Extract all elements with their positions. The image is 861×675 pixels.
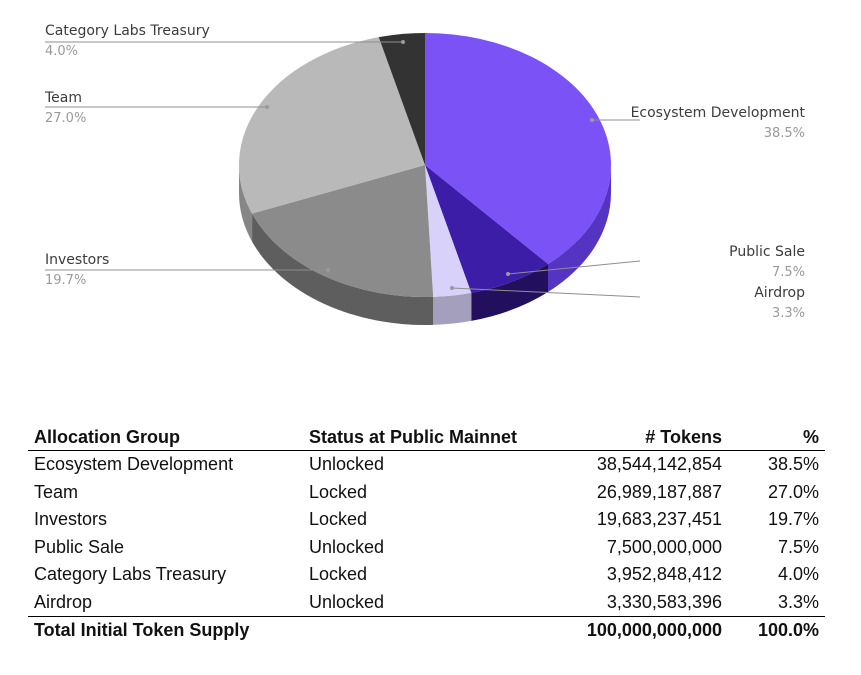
- slice-label-team: Team: [44, 90, 82, 106]
- leader-dot-category-labs-treasury: [401, 40, 405, 44]
- cell-percent: 7.5%: [777, 536, 819, 557]
- slice-label-ecosystem-development: Ecosystem Development: [631, 105, 806, 121]
- pie-slice-airdrop: [425, 165, 472, 297]
- cell-group: Investors: [34, 509, 108, 530]
- slice-label-category-labs-treasury: Category Labs Treasury: [45, 23, 210, 39]
- pie-depth-layer: [239, 165, 611, 325]
- leader-dot-team: [265, 105, 269, 109]
- slice-percent-team: 27.0%: [45, 111, 86, 126]
- cell-status: Unlocked: [309, 454, 385, 475]
- pie-slice-ecosystem-development: [425, 33, 612, 265]
- slice-percent-category-labs-treasury: 4.0%: [45, 44, 78, 59]
- header-status: Status at Public Mainnet: [303, 425, 538, 451]
- cell-percent: 38.5%: [767, 454, 819, 475]
- table-total-row: Total Initial Token Supply 100,000,000,0…: [28, 616, 825, 645]
- cell-tokens: 38,544,142,854: [596, 454, 722, 475]
- slice-label-investors: Investors: [45, 252, 109, 268]
- header-tokens: # Tokens: [538, 425, 728, 451]
- table-row: Team Locked 26,989,187,887 27.0%: [28, 479, 825, 507]
- slice-percent-ecosystem-development: 38.5%: [764, 126, 805, 141]
- table-row: Airdrop Unlocked 3,330,583,396 3.3%: [28, 589, 825, 617]
- header-percent: %: [728, 425, 825, 451]
- leader-dot-public-sale: [506, 272, 510, 276]
- table-header-row: Allocation Group Status at Public Mainne…: [28, 425, 825, 451]
- cell-tokens: 7,500,000,000: [606, 536, 722, 557]
- cell-percent: 19.7%: [767, 509, 819, 530]
- pie-side-ecosystem-development: [548, 165, 611, 293]
- slice-label-public-sale: Public Sale: [729, 244, 805, 260]
- cell-percent: 4.0%: [777, 564, 819, 585]
- cell-tokens: 3,952,848,412: [606, 564, 722, 585]
- cell-status: Locked: [309, 509, 368, 530]
- allocation-table: Allocation Group Status at Public Mainne…: [28, 425, 825, 645]
- cell-group: Public Sale: [34, 536, 125, 557]
- cell-group: Ecosystem Development: [34, 454, 234, 475]
- table-row: Category Labs Treasury Locked 3,952,848,…: [28, 561, 825, 589]
- header-allocation-group: Allocation Group: [28, 425, 303, 451]
- pie-slice-investors: [252, 165, 434, 297]
- pie-labels: Ecosystem Development 38.5% Public Sale 7.5…: [44, 23, 806, 321]
- slice-percent-airdrop: 3.3%: [772, 306, 805, 321]
- pie-slice-public-sale: [425, 165, 549, 293]
- cell-percent: 27.0%: [767, 481, 819, 502]
- allocation-table-container: Allocation Group Status at Public Mainne…: [28, 425, 825, 645]
- pie-slice-category-labs-treasury: [378, 33, 425, 165]
- leader-dot-investors: [326, 268, 330, 272]
- cell-status: Unlocked: [309, 591, 385, 612]
- cell-group: Team: [34, 481, 79, 502]
- leader-line-airdrop: [451, 287, 641, 298]
- leader-line-public-sale: [507, 260, 641, 275]
- pie-side-investors: [252, 213, 434, 325]
- pie-side-public-sale: [471, 264, 549, 321]
- cell-percent: 3.3%: [777, 591, 819, 612]
- cell-tokens: 26,989,187,887: [596, 481, 722, 502]
- slice-percent-public-sale: 7.5%: [772, 265, 805, 280]
- pie-side-airdrop: [433, 292, 472, 325]
- slice-label-airdrop: Airdrop: [754, 285, 805, 301]
- cell-tokens: 19,683,237,451: [596, 509, 722, 530]
- table-row: Investors Locked 19,683,237,451 19.7%: [28, 506, 825, 534]
- total-label: Total Initial Token Supply: [28, 616, 303, 645]
- cell-group: Airdrop: [34, 591, 93, 612]
- cell-group: Category Labs Treasury: [34, 564, 227, 585]
- leader-dot-airdrop: [450, 286, 454, 290]
- cell-status: Locked: [309, 564, 368, 585]
- pie-side-team: [239, 165, 253, 242]
- pie-slice-team: [238, 37, 425, 214]
- slice-percent-investors: 19.7%: [45, 273, 86, 288]
- total-percent: 100.0%: [728, 616, 825, 645]
- leader-dot-ecosystem-development: [590, 118, 594, 122]
- pie-top-layer: [238, 33, 612, 297]
- pie-chart: Ecosystem Development 38.5% Public Sale 7.5…: [44, 23, 806, 325]
- total-status: [303, 616, 538, 645]
- table-row: Ecosystem Development Unlocked 38,544,14…: [28, 451, 825, 479]
- cell-status: Unlocked: [309, 536, 385, 557]
- cell-status: Locked: [309, 481, 368, 502]
- table-row: Public Sale Unlocked 7,500,000,000 7.5%: [28, 534, 825, 562]
- cell-tokens: 3,330,583,396: [606, 591, 722, 612]
- pie-leader-lines: [45, 40, 641, 298]
- total-tokens: 100,000,000,000: [538, 616, 728, 645]
